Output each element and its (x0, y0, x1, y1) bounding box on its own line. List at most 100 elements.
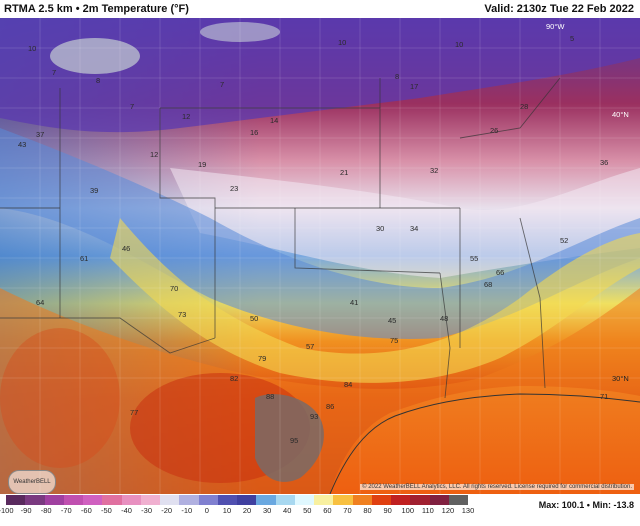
temp-label: 8 (96, 76, 101, 85)
colorbar-segment (25, 495, 45, 505)
colorbar-tick-label: -100 (0, 506, 14, 515)
temp-label: 70 (170, 284, 179, 293)
temp-label: 14 (270, 116, 279, 125)
temp-label: 16 (250, 128, 259, 137)
colorbar-tick-label: -50 (101, 506, 112, 515)
latitude-label-south: 30°N (612, 374, 629, 383)
copyright-text: © 2022 WeatherBELL Analytics, LLC. All r… (360, 484, 634, 490)
colorbar-segment (333, 495, 353, 505)
temp-label: 73 (178, 310, 187, 319)
colorbar-tick-label: 0 (204, 506, 209, 515)
stats-separator: • (586, 500, 590, 510)
colorbar-tick-label: -10 (181, 506, 193, 515)
temp-label: 71 (600, 392, 609, 401)
temp-label: 57 (306, 342, 315, 351)
temp-label: 93 (310, 412, 319, 421)
colorbar-segment (44, 495, 64, 505)
colorbar-segment (83, 495, 103, 505)
min-value: -13.8 (613, 500, 634, 510)
min-label: Min: (592, 500, 611, 510)
temp-label: 75 (390, 336, 399, 345)
temp-label: 68 (484, 280, 493, 289)
colorbar-tick-label: 70 (343, 506, 352, 515)
temp-label: 7 (130, 102, 135, 111)
temp-label: 86 (326, 402, 335, 411)
colorbar-tick-label: 10 (222, 506, 232, 515)
temperature-colorbar (6, 495, 468, 505)
temp-label: 55 (470, 254, 479, 263)
colorbar-tick-label: 30 (262, 506, 272, 515)
colorbar-tick-label: 60 (323, 506, 332, 515)
colorbar-segment (140, 495, 160, 505)
temp-label: 10 (338, 38, 347, 47)
colorbar-tick-label: -40 (121, 506, 132, 515)
temp-label: 17 (410, 82, 419, 91)
colorbar-segment (102, 495, 122, 505)
temp-label: 95 (290, 436, 299, 445)
colorbar-tick-labels: -100-90-80-70-60-50-40-30-20-10010203040… (0, 506, 474, 516)
colorbar-segment (275, 495, 295, 505)
temp-label: 10 (28, 44, 37, 53)
temp-label: 21 (340, 168, 349, 177)
colorbar-tick-label: 50 (303, 506, 312, 515)
colorbar-segment (410, 495, 430, 505)
temp-label: 12 (182, 112, 191, 121)
temp-label: 61 (80, 254, 89, 263)
colorbar-tick-label: -70 (60, 506, 72, 515)
temperature-map: 10 7 7 10 14 12 8 10 7 8 12 16 19 21 26 … (0, 18, 640, 494)
colorbar-segment (314, 495, 334, 505)
temp-label: 45 (388, 316, 397, 325)
longitude-label: 90°W (546, 22, 565, 31)
temp-label: 48 (440, 314, 449, 323)
colorbar-tick-label: 100 (401, 506, 414, 515)
temp-label: 66 (496, 268, 505, 277)
temp-label: 10 (455, 40, 464, 49)
temp-label: 7 (52, 68, 57, 77)
colorbar-segment (6, 495, 26, 505)
colorbar-segment (121, 495, 141, 505)
colorbar-segment (179, 495, 199, 505)
colorbar-tick-label: 40 (283, 506, 292, 515)
temp-label: 50 (250, 314, 259, 323)
temp-label: 39 (90, 186, 99, 195)
colorbar-segment (217, 495, 237, 505)
temp-label: 79 (258, 354, 267, 363)
colorbar-segment (63, 495, 83, 505)
logo-text: WeatherBELL (13, 479, 51, 485)
colorbar-tick-label: -80 (40, 506, 52, 515)
colorbar-segment (160, 495, 180, 505)
temp-label: 84 (344, 380, 353, 389)
colorbar-segment (256, 495, 276, 505)
map-header: RTMA 2.5 km • 2m Temperature (°F) Valid:… (0, 0, 640, 18)
max-min-stats: Max: 100.1 • Min: -13.8 (539, 500, 634, 510)
legend-footer: -100-90-80-70-60-50-40-30-20-10010203040… (0, 494, 640, 526)
temp-label: 37 (36, 130, 45, 139)
temp-label: 43 (18, 140, 27, 149)
temp-label: 34 (410, 224, 419, 233)
temp-label: 5 (570, 34, 575, 43)
colorbar-segment (429, 495, 449, 505)
latitude-label-north: 40°N (612, 110, 629, 119)
colorbar-segment (448, 495, 468, 505)
colorbar-tick-label: 120 (441, 506, 455, 515)
temp-label: 88 (266, 392, 275, 401)
temp-label: 30 (376, 224, 385, 233)
temp-label: 52 (560, 236, 569, 245)
temp-label: 26 (490, 126, 499, 135)
temp-label: 36 (600, 158, 609, 167)
temperature-map-graphic (0, 18, 640, 494)
colorbar-tick-label: 130 (461, 506, 475, 515)
colorbar-segment (294, 495, 314, 505)
temp-label: 19 (198, 160, 207, 169)
temp-label: 46 (122, 244, 131, 253)
colorbar-segment (352, 495, 372, 505)
colorbar-segment (198, 495, 218, 505)
colorbar-tick-label: 90 (383, 506, 392, 515)
temp-label: 64 (36, 298, 45, 307)
temp-label: 41 (350, 298, 359, 307)
colorbar-tick-label: -30 (141, 506, 153, 515)
temp-label: 32 (430, 166, 439, 175)
temp-label: 8 (395, 72, 400, 81)
temp-label: 23 (230, 184, 239, 193)
map-title: RTMA 2.5 km • 2m Temperature (°F) (4, 3, 189, 15)
